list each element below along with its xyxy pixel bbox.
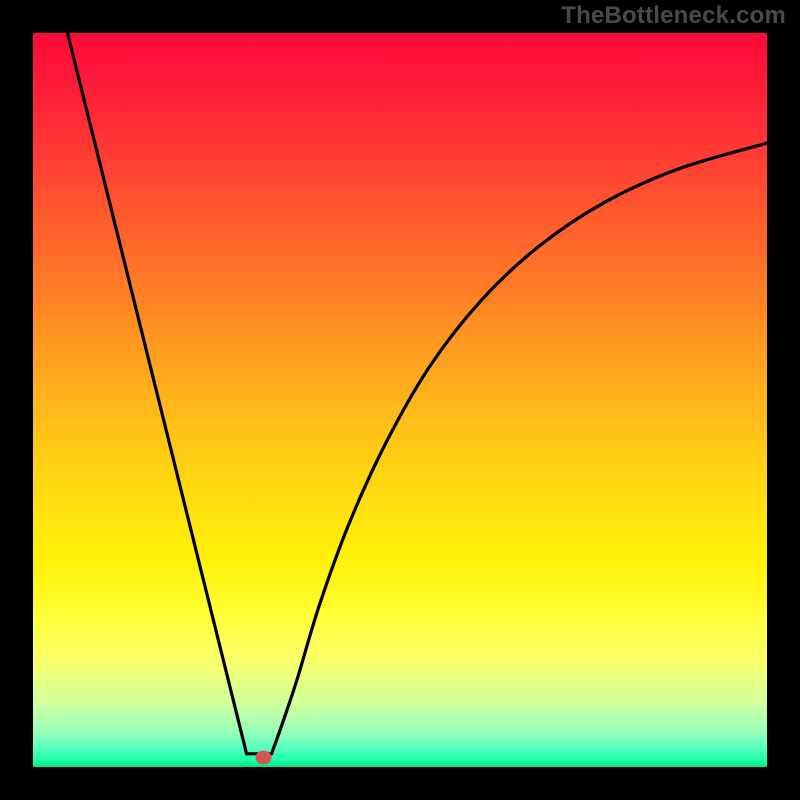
chart-container: TheBottleneck.com	[0, 0, 800, 800]
optimum-marker	[255, 750, 271, 764]
watermark-text: TheBottleneck.com	[561, 2, 786, 30]
bottleneck-chart	[0, 0, 800, 800]
plot-background	[33, 33, 767, 767]
